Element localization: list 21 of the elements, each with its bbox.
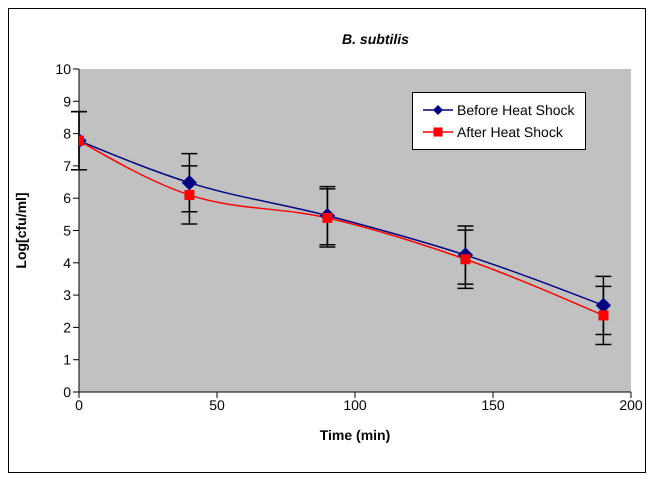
x-tick-label: 150 [481, 396, 505, 413]
x-tick-label: 50 [209, 396, 225, 413]
y-tick-label: 7 [63, 158, 72, 174]
x-tick-label: 0 [75, 396, 84, 413]
y-tick-label: 3 [63, 287, 72, 304]
x-tick-label: 200 [619, 396, 643, 413]
y-tick-label: 5 [63, 222, 72, 238]
y-axis-title: Log[cfu/ml] [12, 192, 29, 269]
x-axis-title: Time (min) [320, 427, 390, 443]
y-tick-label: 0 [63, 384, 72, 400]
y-tick-label: 9 [63, 93, 72, 110]
y-tick-label: 10 [55, 60, 72, 77]
chart-title: B. subtilis [341, 31, 410, 47]
y-tick-label: 2 [63, 319, 72, 336]
y-tick-label: 1 [63, 352, 72, 368]
legend-label: Before Heat Shock [457, 102, 575, 118]
legend-label: After Heat Shock [457, 124, 563, 140]
y-tick-label: 6 [63, 190, 72, 206]
y-tick-label: 8 [63, 126, 72, 142]
x-tick-label: 100 [343, 396, 367, 413]
y-tick-label: 4 [63, 254, 72, 271]
